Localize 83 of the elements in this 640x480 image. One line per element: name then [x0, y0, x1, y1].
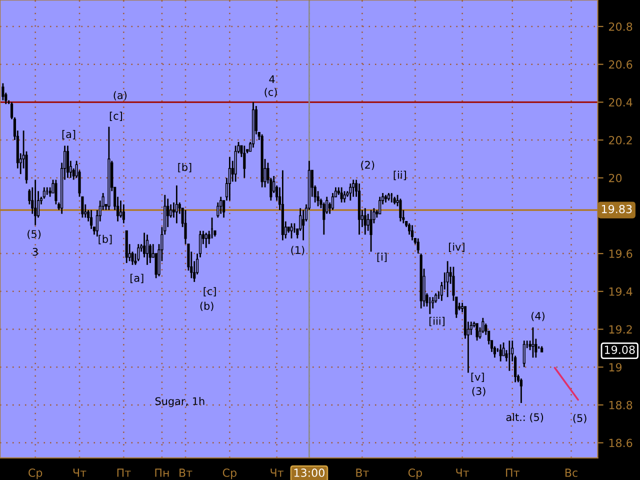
- annotation: [iv]: [448, 242, 464, 252]
- annotation: (c): [264, 88, 277, 98]
- x-tick-label: Ср: [408, 468, 422, 480]
- x-tick-label: Пт: [117, 468, 131, 477]
- y-tick-label: 19.4: [609, 287, 632, 296]
- candlestick: [146, 234, 149, 266]
- annotation: [ii]: [394, 170, 406, 180]
- annotation: (2): [361, 160, 374, 170]
- y-tick-label: 20: [608, 174, 622, 182]
- candlestick: [399, 198, 402, 222]
- annotation: [c]: [204, 287, 216, 296]
- candlestick: [228, 156, 231, 202]
- candlestick: [331, 192, 334, 211]
- candlestick: [137, 243, 140, 262]
- y-tick-label: 20.4: [608, 98, 632, 107]
- candlestick: [2, 82, 4, 101]
- candlestick: [499, 344, 502, 362]
- candlestick: [476, 322, 478, 342]
- annotation: (5): [28, 230, 41, 240]
- text: (5): [573, 414, 586, 424]
- candlestick: [34, 179, 37, 226]
- candlestick: [416, 238, 420, 254]
- annotation: [b]: [178, 163, 192, 172]
- candlestick: [352, 179, 355, 198]
- candlestick: [522, 340, 526, 368]
- candlestick: [66, 145, 70, 179]
- candlestick: [520, 378, 523, 404]
- y-tick-label: 18.8: [609, 400, 632, 410]
- annotation: (3): [472, 386, 486, 396]
- candlestick: [340, 186, 343, 204]
- candlestick: [48, 186, 52, 198]
- annotation: [i]: [377, 252, 387, 262]
- x-tick-label: Ср: [28, 468, 42, 480]
- x-tick-label: Чт: [270, 468, 284, 477]
- candlestick: [234, 145, 237, 182]
- annotation: [b]: [98, 234, 112, 244]
- candlestick: [220, 196, 222, 215]
- candlestick: [378, 196, 382, 215]
- annotation: Sugar, 1h: [155, 397, 204, 408]
- x-tick-label: Чт: [73, 468, 86, 477]
- x-tick-label: Вт: [356, 468, 369, 477]
- y-tick-label: 20.6: [608, 60, 632, 69]
- x-tick-label: Вс: [565, 468, 578, 477]
- candlestick: [410, 224, 414, 242]
- candlestick: [243, 145, 246, 179]
- y-tick-label: 20.2: [608, 136, 632, 144]
- candlestick: [528, 340, 532, 351]
- x-tick-label: Пн: [155, 468, 169, 477]
- candlestick: [204, 232, 208, 249]
- annotation: [iii]: [429, 316, 444, 326]
- text: 19.08: [604, 346, 635, 354]
- y-tick-label: 19.2: [609, 325, 632, 334]
- candlestick: [122, 204, 125, 224]
- candlestick: [290, 222, 293, 240]
- x-tick-label: Ср: [222, 468, 236, 480]
- ref-line-label: 19.83: [602, 204, 632, 214]
- annotation: (1): [291, 246, 304, 256]
- y-tick-label: 18.6: [609, 438, 632, 448]
- candlestick: [446, 260, 449, 298]
- candlestick: [364, 207, 366, 236]
- x-tick-label: 13:00: [294, 468, 324, 477]
- x-tick-label: Чт: [456, 468, 470, 477]
- annotation: (b): [200, 302, 214, 312]
- y-tick-label: 20.8: [608, 22, 632, 31]
- candlestick: [370, 209, 372, 252]
- y-tick-label: 19.6: [609, 250, 632, 258]
- annotation: (a): [114, 91, 127, 100]
- candlestick: [532, 326, 534, 358]
- annotation: [c]: [110, 112, 122, 122]
- candlestick: [349, 182, 352, 202]
- annotation: [v]: [471, 372, 484, 382]
- candlestick: [90, 209, 93, 230]
- annotation: [a]: [130, 274, 144, 284]
- annotation: alt.: (5): [506, 413, 544, 422]
- y-tick-label: 19: [609, 363, 622, 372]
- annotation: (4): [532, 312, 544, 322]
- candlestick: [343, 190, 346, 204]
- x-tick-label: Вт: [180, 468, 192, 477]
- annotation: 4: [269, 75, 275, 84]
- candlestick: [175, 184, 178, 224]
- annotation: 3: [32, 248, 38, 256]
- x-tick-label: Пт: [506, 468, 520, 477]
- annotation: [a]: [62, 130, 76, 140]
